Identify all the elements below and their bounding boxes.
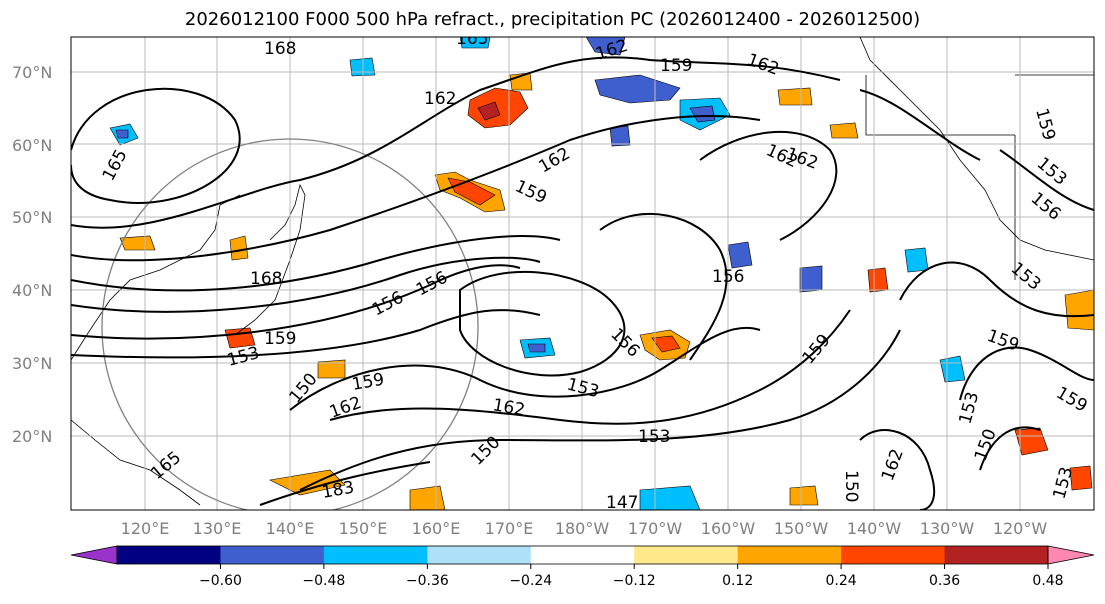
colorbar-cell: [944, 546, 1049, 564]
refractivity-contours: [71, 56, 1094, 510]
contour-label: 153: [638, 427, 670, 447]
colorbar-cell: [117, 546, 221, 564]
lat-label: 60°N: [12, 136, 52, 155]
lon-label: 170°E: [485, 519, 534, 538]
latitude-labels: 70°N 60°N 50°N 40°N 30°N 20°N: [12, 63, 52, 446]
lon-label: 120°W: [993, 519, 1048, 538]
contour-label: 156: [712, 267, 744, 287]
contour-label: 159: [264, 329, 296, 349]
colorbar-cell: [737, 546, 842, 564]
colorbar-under-triangle: [70, 545, 118, 565]
lat-label: 20°N: [12, 427, 52, 446]
contour-label: 147: [606, 493, 638, 513]
contour-label: 168: [264, 39, 296, 59]
lon-label: 180°W: [555, 519, 610, 538]
colorbar-tick-label: −0.48: [302, 573, 345, 589]
contour-label: 165: [456, 29, 488, 49]
colorbar-cell: [530, 546, 635, 564]
colorbar-over-triangle: [1047, 545, 1095, 565]
longitude-labels: 120°E 130°E 140°E 150°E 160°E 170°E 180°…: [121, 519, 1048, 538]
lon-label: 130°W: [920, 519, 975, 538]
lon-label: 120°E: [121, 519, 170, 538]
colorbar-frame: [116, 545, 1049, 565]
colorbar: −0.60 −0.48 −0.36 −0.24 −0.12 0.12 0.24 0.36 0.4…: [70, 545, 1095, 589]
colorbar-cell: [634, 546, 739, 564]
map-frame: [70, 36, 1095, 511]
lat-label: 50°N: [12, 208, 52, 227]
contour-label: 159: [660, 56, 692, 76]
contour-label: 150: [841, 470, 861, 502]
colorbar-tick-label: −0.24: [509, 573, 552, 589]
graticule: [71, 37, 1094, 510]
colorbar-tick-label: −0.12: [613, 573, 656, 589]
lat-label: 40°N: [12, 281, 52, 300]
colorbar-tick-label: −0.36: [406, 573, 449, 589]
lat-label: 30°N: [12, 354, 52, 373]
lon-label: 140°E: [266, 519, 315, 538]
colorbar-cell: [323, 546, 428, 564]
colorbar-cell: [220, 546, 325, 564]
colorbar-tick-label: 0.12: [722, 573, 753, 589]
lon-label: 150°W: [774, 519, 829, 538]
colorbar-tick-label: 0.24: [826, 573, 857, 589]
colorbar-cell: [427, 546, 532, 564]
lon-label: 140°W: [847, 519, 902, 538]
contour-label: 162: [424, 89, 456, 109]
lon-label: 150°E: [339, 519, 388, 538]
lon-label: 160°W: [701, 519, 756, 538]
lat-label: 70°N: [12, 63, 52, 82]
lon-label: 170°W: [628, 519, 683, 538]
colorbar-tick-label: −0.60: [199, 573, 242, 589]
colorbar-tick-label: 0.48: [1032, 573, 1063, 589]
lon-label: 130°E: [193, 519, 242, 538]
map-area: 168 165 162 159 162 159 162 165 162 162 …: [71, 29, 1094, 513]
colorbar-tick-label: 0.36: [929, 573, 960, 589]
lon-label: 160°E: [412, 519, 461, 538]
map-title: 2026012100 F000 500 hPa refract., precip…: [184, 9, 921, 30]
range-circle: [101, 138, 479, 510]
contour-label: 168: [250, 269, 282, 289]
colorbar-cell: [841, 546, 946, 564]
